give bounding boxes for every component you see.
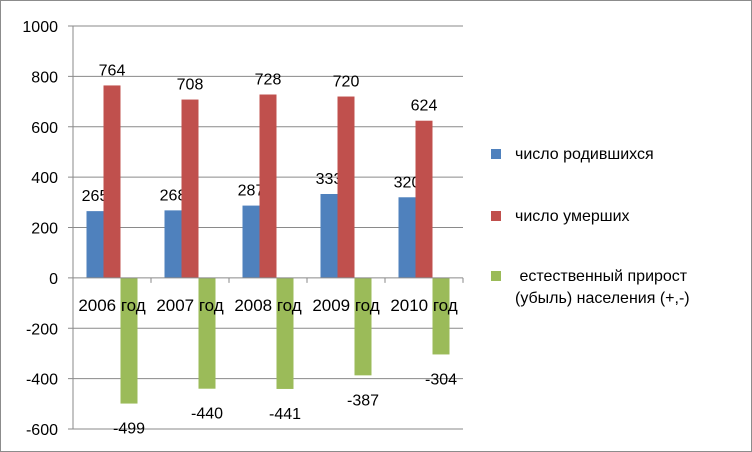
x-category-label: 2006 год	[78, 296, 145, 315]
y-tick-label: 1000	[22, 19, 58, 36]
data-label: -440	[191, 406, 223, 423]
bar	[86, 211, 104, 278]
data-label: 728	[255, 72, 282, 89]
data-label: -499	[113, 421, 145, 438]
data-label: 624	[411, 98, 438, 115]
y-tick-label: 200	[31, 221, 58, 238]
bar	[120, 277, 138, 404]
data-label: 764	[99, 62, 126, 79]
bar	[103, 85, 121, 278]
x-category-label: 2007 год	[156, 296, 223, 315]
legend-swatch	[491, 211, 501, 221]
y-tick-label: 800	[31, 69, 58, 86]
data-label: 268	[160, 187, 187, 204]
legend-label: число родившихся	[515, 146, 654, 163]
data-label: -441	[269, 406, 301, 423]
bar	[242, 205, 260, 278]
x-category-label: 2008 год	[234, 296, 301, 315]
bar	[398, 197, 416, 278]
data-label: 265	[82, 188, 109, 205]
y-tick-label: 400	[31, 170, 58, 187]
bar	[276, 277, 294, 389]
data-label: 333	[316, 171, 343, 188]
data-label: 287	[238, 183, 265, 200]
bar	[354, 277, 372, 376]
legend-swatch	[491, 271, 501, 281]
x-category-label: 2009 год	[312, 296, 379, 315]
y-tick-label: -200	[26, 321, 58, 338]
y-tick-label: 600	[31, 120, 58, 137]
data-label: -304	[425, 371, 457, 388]
bar	[181, 99, 199, 278]
bar	[337, 96, 355, 278]
data-label: 320	[394, 174, 421, 191]
y-tick-label: 0	[49, 271, 58, 288]
data-label: -387	[347, 392, 379, 409]
legend-label: естественный прирост (убыль) населения (…	[515, 268, 692, 307]
y-tick-label: -600	[26, 422, 58, 439]
legend-label: число умерших	[515, 208, 630, 225]
data-label: 708	[177, 77, 204, 94]
bar	[320, 194, 338, 278]
legend-item: естественный прирост (убыль) населения (…	[491, 266, 746, 310]
data-label: 720	[333, 74, 360, 91]
legend-item: число родившихся	[491, 144, 654, 166]
x-category-label: 2010 год	[390, 296, 457, 315]
bar	[259, 94, 277, 278]
legend-item: число умерших	[491, 206, 630, 228]
bar	[415, 120, 433, 278]
bar	[432, 277, 450, 355]
bar	[198, 277, 216, 389]
bar	[164, 210, 182, 278]
legend-swatch	[491, 149, 501, 159]
y-tick-label: -400	[26, 372, 58, 389]
